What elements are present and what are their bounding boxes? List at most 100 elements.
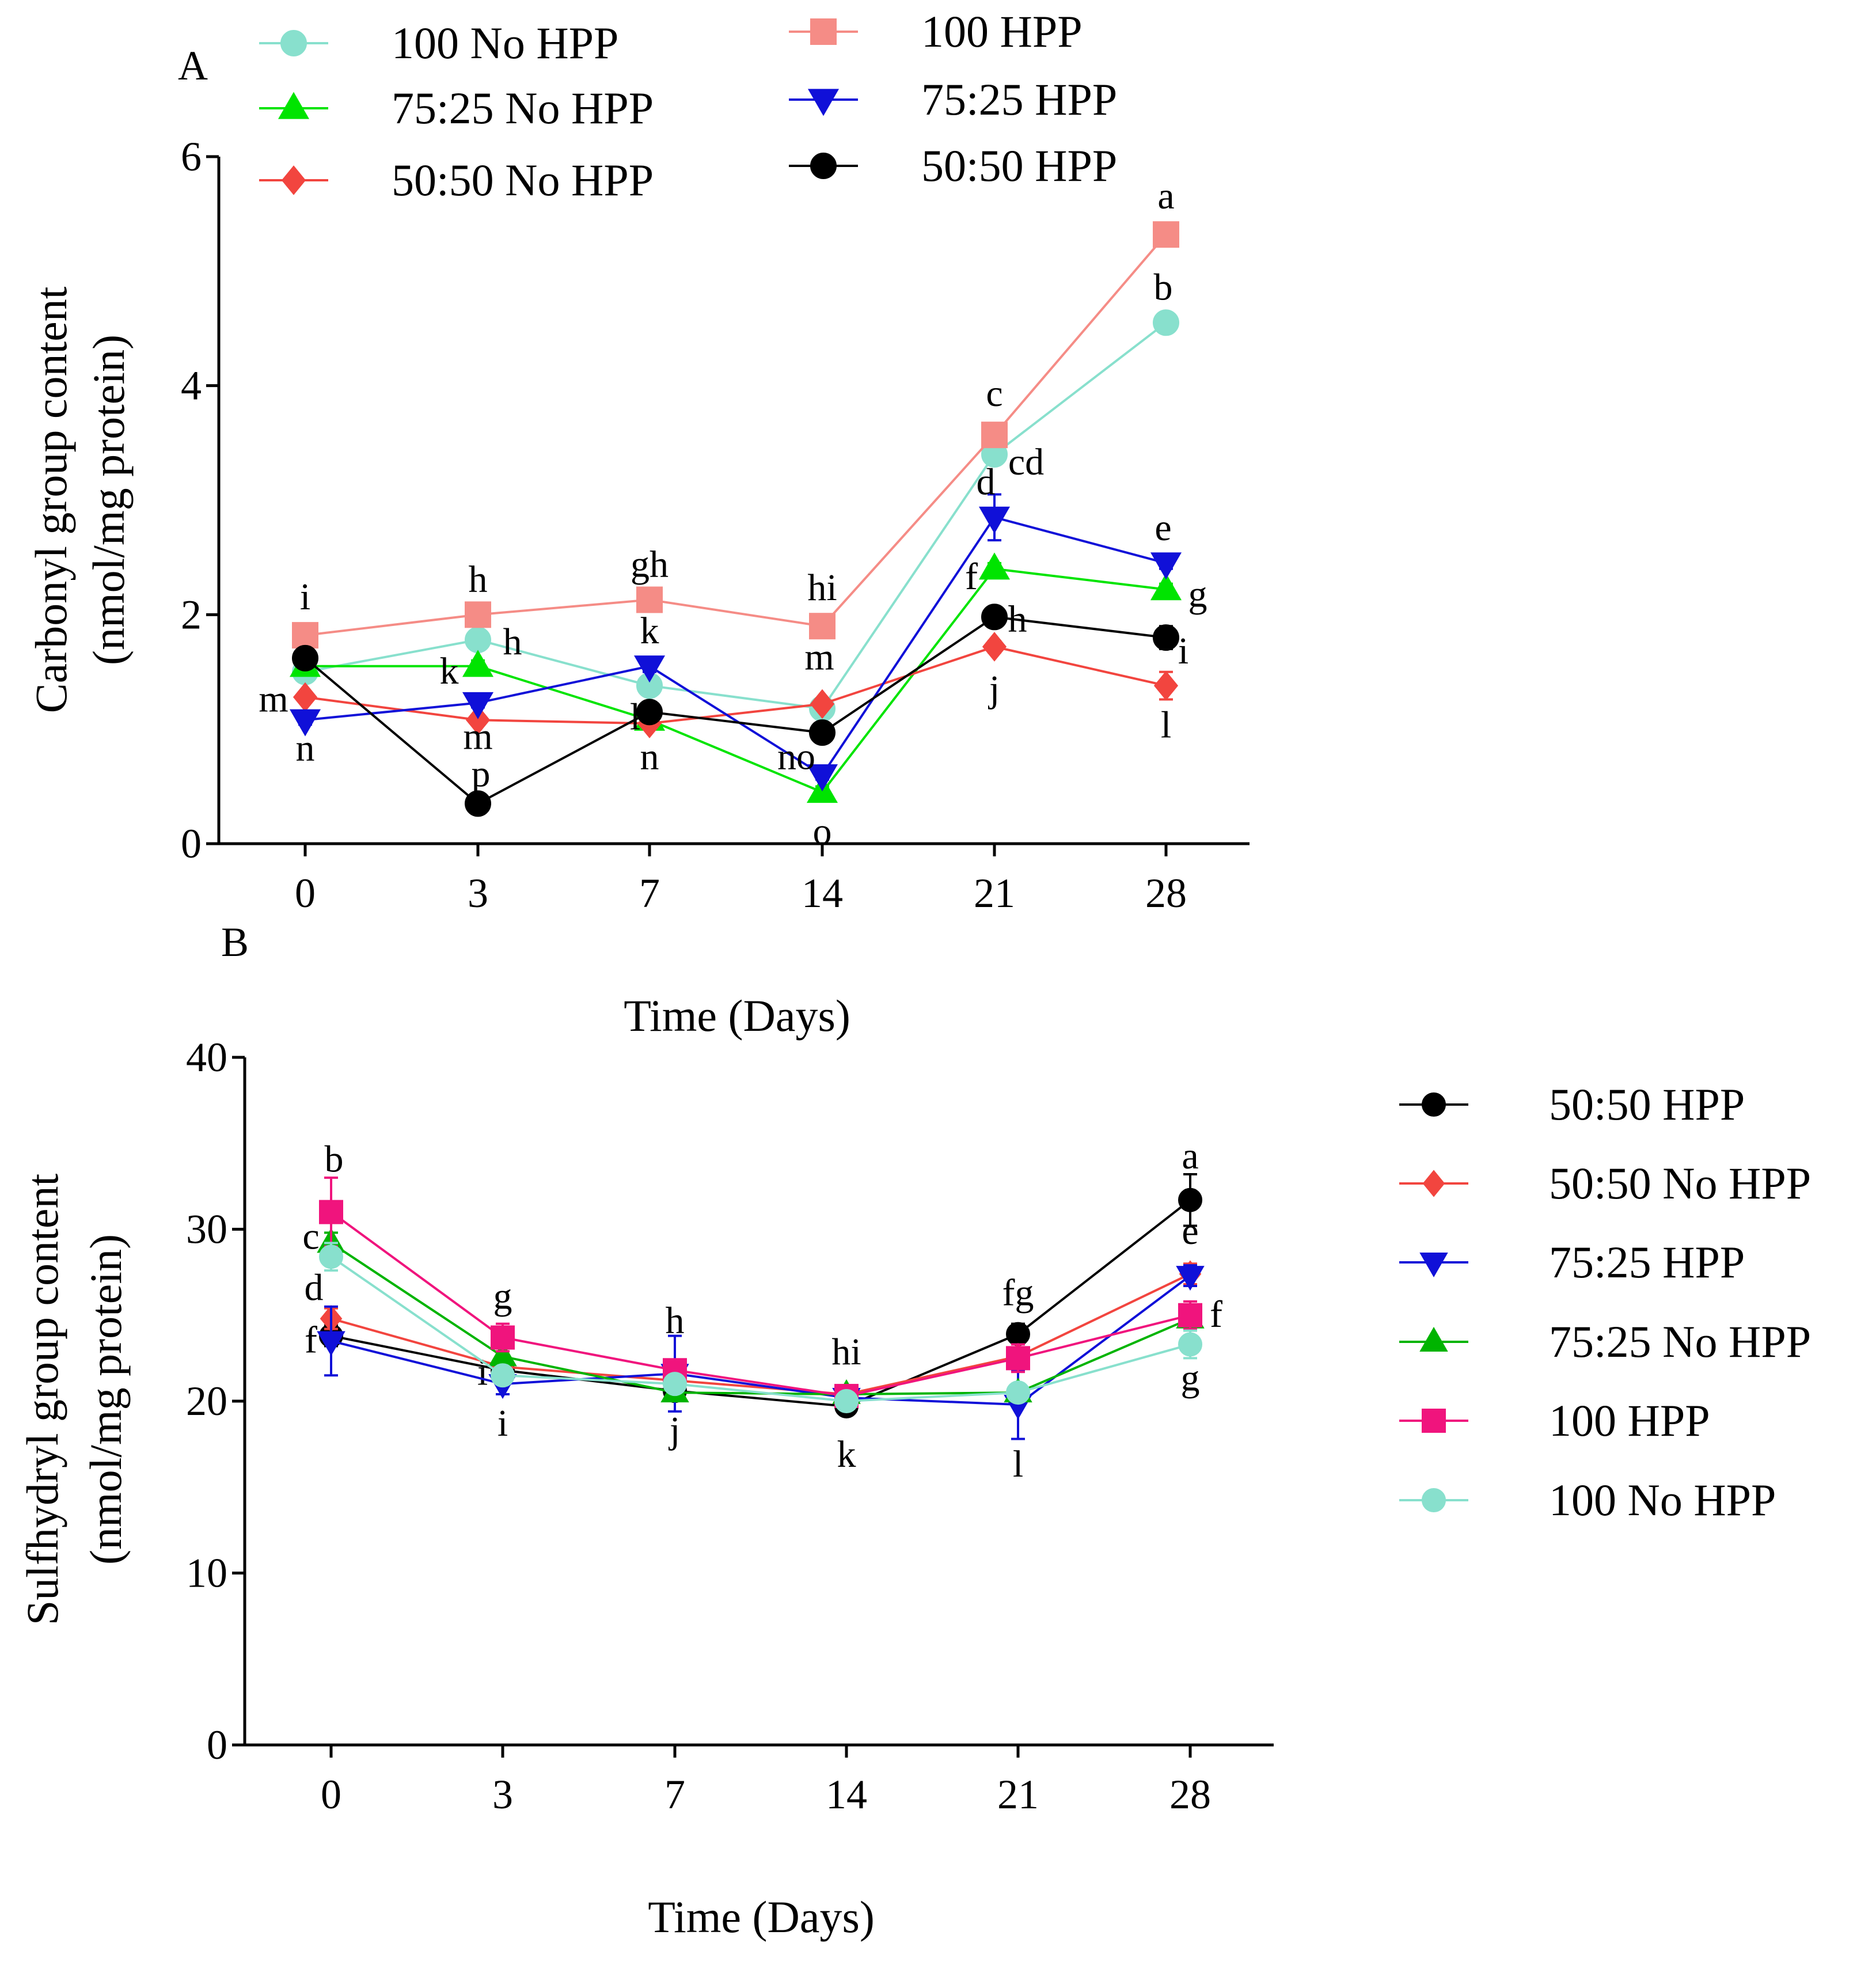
significance-label: i (300, 576, 310, 618)
significance-label: f (305, 1319, 317, 1361)
significance-label: hi (831, 1331, 861, 1373)
y-tick-label: 20 (186, 1378, 227, 1424)
data-point (1153, 221, 1179, 248)
significance-label: k (440, 650, 459, 692)
y-tick-label: 10 (186, 1550, 227, 1596)
data-point (810, 689, 835, 719)
data-point (1153, 670, 1179, 701)
significance-label: h (469, 558, 488, 600)
data-point (978, 506, 1011, 534)
significance-label: j (669, 1409, 680, 1451)
x-tick-label: 21 (997, 1771, 1039, 1818)
y-tick-label: 30 (186, 1206, 227, 1253)
significance-label: n (640, 735, 659, 777)
legend-marker (1422, 1409, 1446, 1433)
data-point (1006, 1380, 1030, 1405)
legend-item-75_25_hpp: 75:25 HPP (1399, 1237, 1745, 1287)
series-100_hpp: b g h hi f (319, 1139, 1222, 1409)
legend-item-50_50_no_hpp: 50:50 No HPP (1399, 1158, 1811, 1208)
legend-marker (278, 92, 310, 119)
significance-label: h (1008, 598, 1027, 640)
data-point (981, 422, 1008, 449)
data-point (1153, 624, 1179, 651)
legend-item-50_50_no_hpp: 50:50 No HPP (259, 155, 654, 205)
significance-label: e (1155, 507, 1171, 549)
series-line-75_25_hpp (305, 516, 1167, 777)
data-point (809, 719, 836, 746)
panel-a-chart: 0 2 4 6 0 3 7 14 21 28 A Carbonyl group content (nmo… (26, 6, 1250, 1041)
data-point (663, 1372, 687, 1397)
data-point (834, 1389, 859, 1413)
series-line-50_50_hpp (331, 1199, 1191, 1407)
data-point (809, 613, 836, 640)
data-point (981, 604, 1008, 631)
y-tick-label: 4 (181, 363, 202, 409)
y-axis-title-units: (nmol/mg protein) (83, 335, 134, 665)
legend-marker (810, 153, 837, 179)
significance-label: g (1181, 1357, 1200, 1399)
legend-marker (1419, 1253, 1448, 1278)
legend-label: 75:25 No HPP (1549, 1316, 1811, 1367)
significance-label: i (1178, 630, 1188, 672)
data-point (289, 709, 321, 737)
significance-label: h (666, 1299, 685, 1341)
x-axis-title: Time (Days) (624, 991, 850, 1041)
data-point (319, 1244, 343, 1269)
data-point (1006, 1322, 1030, 1346)
series-line-100_hpp (330, 1211, 1191, 1398)
legend-marker (807, 89, 840, 116)
data-point (1178, 1332, 1202, 1357)
significance-label: k (640, 610, 659, 652)
significance-label: g (493, 1276, 512, 1318)
data-point (1178, 1187, 1202, 1212)
series-line-100_no_hpp (330, 1255, 1191, 1403)
data-point (1153, 309, 1179, 336)
x-tick-label: 3 (468, 870, 488, 916)
data-point (465, 705, 491, 735)
data-point (292, 622, 318, 649)
y-tick-label: 2 (181, 591, 202, 638)
significance-label: h (503, 621, 522, 663)
significance-label: fg (1002, 1272, 1034, 1314)
x-tick-label: 21 (974, 870, 1015, 916)
series-50_50_no_hpp: m m m j l (259, 632, 1179, 757)
significance-label: c (986, 373, 1002, 415)
data-point (465, 790, 491, 817)
data-point (978, 552, 1011, 580)
y-axis-title-units: (nmol/mg protein) (81, 1234, 131, 1565)
data-point (462, 692, 494, 719)
data-point (491, 1363, 515, 1388)
significance-label: e (1182, 1211, 1198, 1253)
x-tick-label: 28 (1169, 1771, 1211, 1818)
significance-label: m (259, 678, 288, 720)
legend-item-100_hpp: 100 HPP (1399, 1395, 1710, 1445)
legend-item-100_hpp: 100 HPP (789, 6, 1083, 56)
y-tick-label: 40 (186, 1034, 227, 1080)
significance-label: l (1013, 1443, 1023, 1485)
significance-label: j (988, 668, 1000, 710)
panel-b-chart: 0 10 20 30 40 0 3 7 14 21 28 B Sulfhydryl group cont… (17, 919, 1811, 1942)
x-tick-label: 14 (826, 1771, 867, 1818)
significance-label: c (302, 1215, 319, 1257)
legend-marker (1422, 1488, 1446, 1512)
significance-label: d (977, 461, 996, 503)
significance-label: cd (1008, 441, 1044, 483)
series-line-75_25_no_hpp (305, 567, 1167, 794)
data-point (491, 1325, 515, 1350)
x-axis-title: Time (Days) (648, 1892, 875, 1942)
x-tick-label: 28 (1145, 870, 1187, 916)
x-tick-label: 3 (492, 1771, 513, 1818)
panel-letter: B (221, 919, 249, 965)
legend-marker (281, 165, 306, 195)
data-point (636, 586, 663, 613)
legend-item-100_no_hpp: 100 No HPP (1399, 1475, 1776, 1525)
data-point (1150, 552, 1182, 580)
series-line-100_no_hpp (305, 321, 1167, 710)
significance-label: f (965, 556, 978, 598)
legend: 50:50 HPP 50:50 No HPP 75:25 HPP 75:25 No H… (1399, 1079, 1811, 1525)
legend-item-50_50_hpp: 50:50 HPP (1399, 1079, 1745, 1129)
legend-label: 50:50 No HPP (1549, 1158, 1811, 1208)
x-tick-label: 0 (295, 870, 316, 916)
y-tick-label: 0 (207, 1722, 227, 1768)
